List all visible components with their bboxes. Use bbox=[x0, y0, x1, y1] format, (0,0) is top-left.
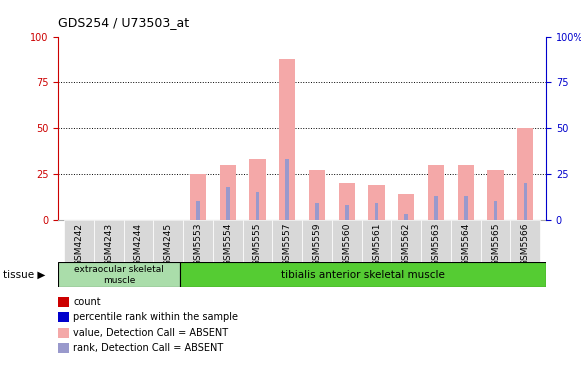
Bar bbox=[226, 187, 229, 220]
Bar bbox=[256, 192, 259, 220]
Text: rank, Detection Call = ABSENT: rank, Detection Call = ABSENT bbox=[73, 343, 224, 353]
FancyBboxPatch shape bbox=[213, 220, 243, 262]
FancyBboxPatch shape bbox=[361, 220, 392, 262]
Text: GSM5564: GSM5564 bbox=[461, 223, 470, 266]
Text: GSM5560: GSM5560 bbox=[342, 223, 352, 266]
FancyBboxPatch shape bbox=[94, 220, 124, 262]
Text: GSM4242: GSM4242 bbox=[74, 223, 84, 266]
FancyBboxPatch shape bbox=[272, 220, 302, 262]
Bar bbox=[434, 196, 438, 220]
Bar bbox=[375, 203, 378, 220]
Text: GSM4245: GSM4245 bbox=[164, 223, 173, 266]
Bar bbox=[309, 170, 325, 220]
Text: GSM5553: GSM5553 bbox=[193, 223, 202, 266]
Text: value, Detection Call = ABSENT: value, Detection Call = ABSENT bbox=[73, 328, 228, 338]
FancyBboxPatch shape bbox=[451, 220, 480, 262]
Text: GSM5561: GSM5561 bbox=[372, 223, 381, 266]
Bar bbox=[428, 165, 444, 220]
Text: tissue ▶: tissue ▶ bbox=[3, 270, 45, 280]
FancyBboxPatch shape bbox=[421, 220, 451, 262]
Text: tibialis anterior skeletal muscle: tibialis anterior skeletal muscle bbox=[281, 270, 445, 280]
FancyBboxPatch shape bbox=[58, 262, 180, 287]
Text: GSM5566: GSM5566 bbox=[521, 223, 530, 266]
Bar bbox=[345, 205, 349, 220]
Bar bbox=[494, 201, 497, 220]
Bar bbox=[368, 185, 385, 220]
FancyBboxPatch shape bbox=[124, 220, 153, 262]
Bar bbox=[404, 214, 408, 220]
Bar bbox=[458, 165, 474, 220]
Bar bbox=[315, 203, 319, 220]
Bar bbox=[517, 128, 533, 220]
FancyBboxPatch shape bbox=[64, 220, 94, 262]
FancyBboxPatch shape bbox=[302, 220, 332, 262]
Bar bbox=[279, 59, 295, 220]
Bar bbox=[339, 183, 355, 220]
FancyBboxPatch shape bbox=[511, 220, 540, 262]
Bar bbox=[249, 159, 266, 220]
FancyBboxPatch shape bbox=[392, 220, 421, 262]
Bar bbox=[190, 174, 206, 220]
Bar bbox=[285, 159, 289, 220]
Text: GSM5557: GSM5557 bbox=[283, 223, 292, 266]
Text: GSM5559: GSM5559 bbox=[313, 223, 321, 266]
Text: GSM5565: GSM5565 bbox=[491, 223, 500, 266]
FancyBboxPatch shape bbox=[180, 262, 546, 287]
Text: percentile rank within the sample: percentile rank within the sample bbox=[73, 312, 238, 322]
FancyBboxPatch shape bbox=[183, 220, 213, 262]
Text: GSM4244: GSM4244 bbox=[134, 223, 143, 266]
Text: count: count bbox=[73, 297, 101, 307]
Text: GSM5563: GSM5563 bbox=[432, 223, 440, 266]
Bar bbox=[398, 194, 414, 220]
Text: GSM4243: GSM4243 bbox=[104, 223, 113, 266]
Bar bbox=[523, 183, 527, 220]
Bar bbox=[220, 165, 236, 220]
FancyBboxPatch shape bbox=[480, 220, 511, 262]
Bar bbox=[487, 170, 504, 220]
Text: extraocular skeletal
muscle: extraocular skeletal muscle bbox=[74, 265, 164, 285]
Bar bbox=[196, 201, 200, 220]
FancyBboxPatch shape bbox=[153, 220, 183, 262]
FancyBboxPatch shape bbox=[243, 220, 272, 262]
Text: GSM5562: GSM5562 bbox=[402, 223, 411, 266]
Text: GSM5554: GSM5554 bbox=[223, 223, 232, 266]
Text: GDS254 / U73503_at: GDS254 / U73503_at bbox=[58, 16, 189, 29]
Bar bbox=[464, 196, 468, 220]
FancyBboxPatch shape bbox=[332, 220, 361, 262]
Text: GSM5555: GSM5555 bbox=[253, 223, 262, 266]
